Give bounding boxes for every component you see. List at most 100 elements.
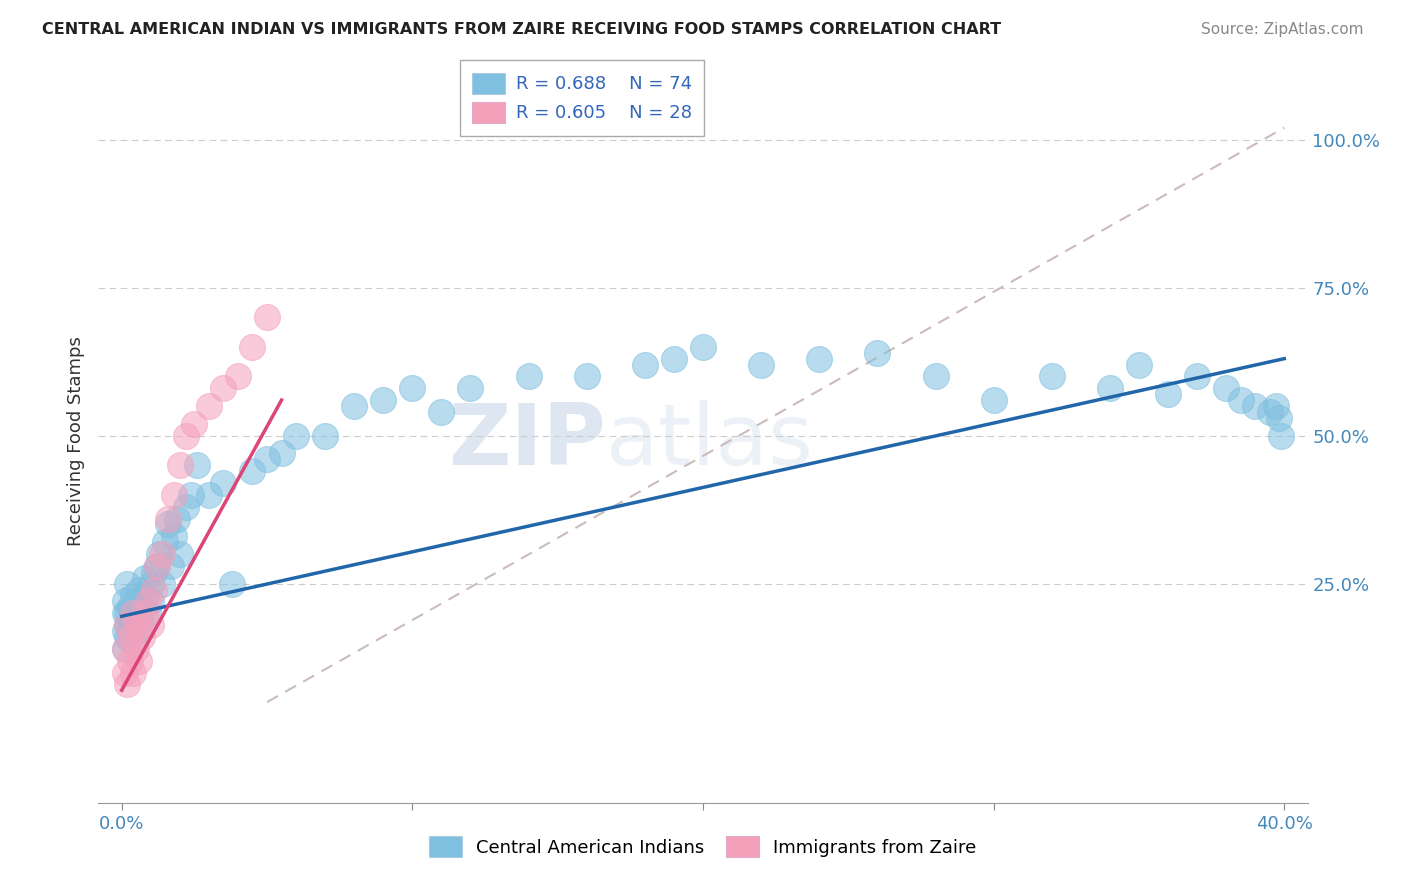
Point <box>285 428 308 442</box>
Point <box>924 369 946 384</box>
Point <box>114 641 136 656</box>
Point <box>142 582 165 597</box>
Point <box>150 576 173 591</box>
Point <box>128 612 150 626</box>
Point <box>343 399 366 413</box>
Point <box>125 607 148 621</box>
Point <box>155 535 177 549</box>
Point <box>1258 405 1281 419</box>
Point <box>169 547 191 561</box>
Point <box>150 547 173 561</box>
Point <box>125 624 148 638</box>
Y-axis label: Receiving Food Stamps: Receiving Food Stamps <box>66 336 84 547</box>
Point <box>749 358 772 372</box>
Point <box>128 654 150 668</box>
Point <box>1244 399 1267 413</box>
Point <box>212 475 235 490</box>
Point <box>117 630 139 644</box>
Point <box>120 612 142 626</box>
Point <box>114 594 136 608</box>
Point <box>122 636 145 650</box>
Point <box>430 405 453 419</box>
Point <box>1229 393 1251 408</box>
Point <box>270 446 292 460</box>
Point <box>117 677 139 691</box>
Text: ZIP: ZIP <box>449 400 606 483</box>
Point <box>131 618 153 632</box>
Point <box>183 417 205 431</box>
Point <box>166 511 188 525</box>
Point <box>226 369 249 384</box>
Point <box>117 576 139 591</box>
Point <box>1264 399 1286 413</box>
Point <box>692 340 714 354</box>
Point <box>120 630 142 644</box>
Point <box>256 310 278 325</box>
Point <box>174 500 197 514</box>
Point <box>114 607 136 621</box>
Point <box>160 558 183 573</box>
Point <box>662 351 685 366</box>
Point <box>401 381 423 395</box>
Point <box>808 351 831 366</box>
Point <box>134 607 156 621</box>
Point <box>128 582 150 597</box>
Point <box>139 594 162 608</box>
Text: atlas: atlas <box>606 400 814 483</box>
Point <box>373 393 395 408</box>
Point <box>134 589 156 603</box>
Point <box>1040 369 1063 384</box>
Point <box>174 428 197 442</box>
Point <box>1185 369 1208 384</box>
Text: Source: ZipAtlas.com: Source: ZipAtlas.com <box>1201 22 1364 37</box>
Point <box>180 488 202 502</box>
Point <box>866 345 889 359</box>
Point <box>117 607 139 621</box>
Point <box>212 381 235 395</box>
Point <box>131 600 153 615</box>
Point <box>139 618 162 632</box>
Point <box>117 618 139 632</box>
Point <box>256 452 278 467</box>
Point <box>125 641 148 656</box>
Point <box>139 576 162 591</box>
Point <box>157 511 180 525</box>
Point <box>122 665 145 680</box>
Point <box>1267 410 1289 425</box>
Point <box>1128 358 1150 372</box>
Text: CENTRAL AMERICAN INDIAN VS IMMIGRANTS FROM ZAIRE RECEIVING FOOD STAMPS CORRELATI: CENTRAL AMERICAN INDIAN VS IMMIGRANTS FR… <box>42 22 1001 37</box>
Point <box>120 600 142 615</box>
Point <box>128 618 150 632</box>
Point <box>114 665 136 680</box>
Point <box>634 358 657 372</box>
Point <box>1270 428 1292 442</box>
Point <box>125 594 148 608</box>
Point <box>169 458 191 473</box>
Point <box>122 589 145 603</box>
Point <box>117 618 139 632</box>
Point <box>1098 381 1121 395</box>
Point <box>186 458 208 473</box>
Point <box>198 399 221 413</box>
Point <box>145 558 167 573</box>
Point <box>120 624 142 638</box>
Point <box>1157 387 1180 401</box>
Point <box>136 594 159 608</box>
Point <box>145 558 167 573</box>
Point <box>1215 381 1237 395</box>
Point <box>314 428 336 442</box>
Point <box>163 488 186 502</box>
Point <box>517 369 540 384</box>
Point <box>983 393 1005 408</box>
Point <box>114 624 136 638</box>
Point <box>120 654 142 668</box>
Point <box>131 630 153 644</box>
Point <box>198 488 221 502</box>
Point <box>134 571 156 585</box>
Point <box>242 340 264 354</box>
Point <box>460 381 482 395</box>
Point <box>122 607 145 621</box>
Point <box>575 369 598 384</box>
Legend: Central American Indians, Immigrants from Zaire: Central American Indians, Immigrants fro… <box>420 827 986 866</box>
Point <box>163 529 186 543</box>
